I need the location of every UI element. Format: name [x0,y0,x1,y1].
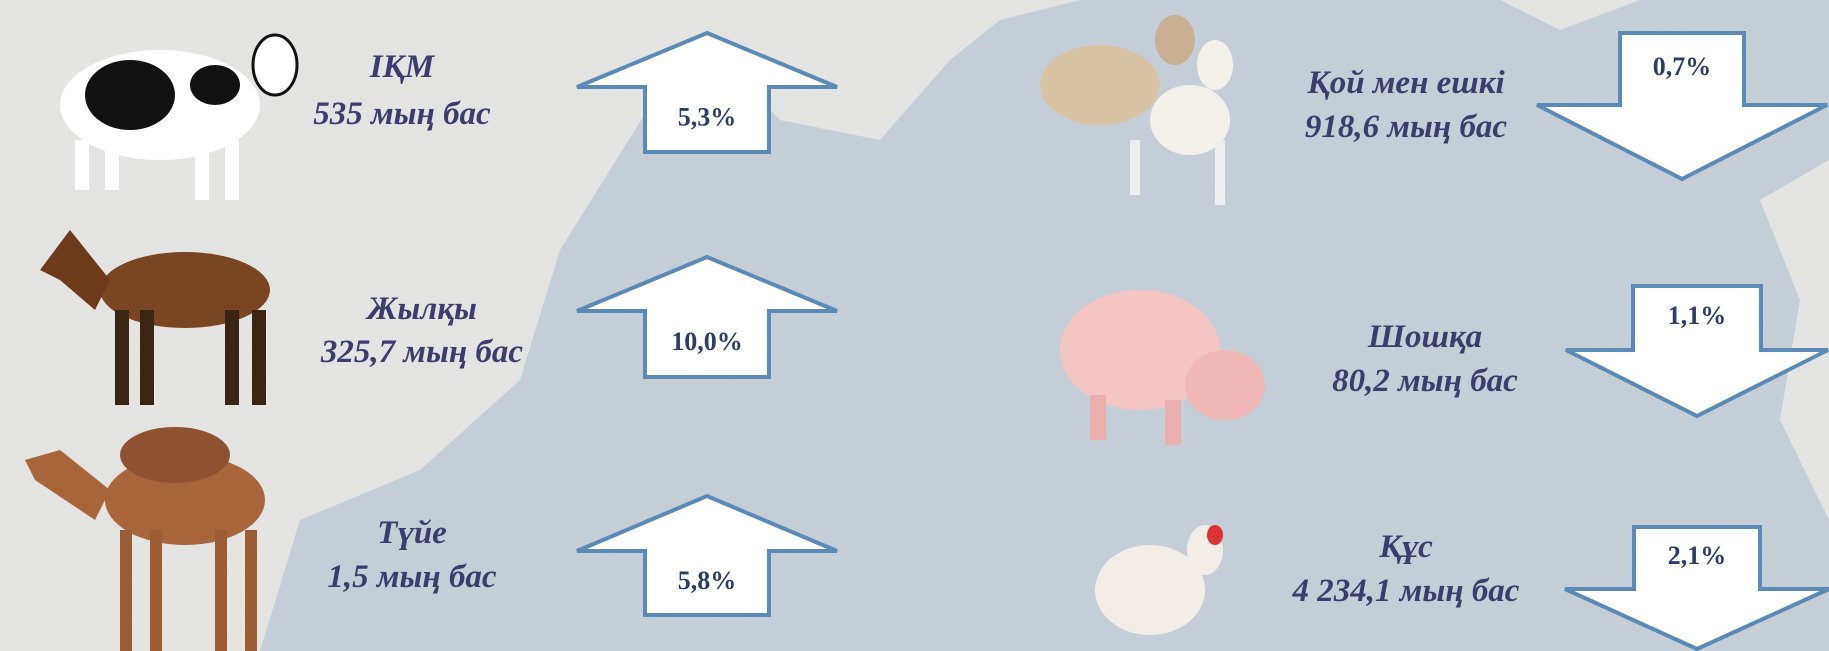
change-label: 5,8% [678,566,737,595]
change-label: 1,1% [1668,301,1727,330]
head-count: 4 234,1 мың бас [1292,573,1520,609]
animal-name: Шошқа [1367,319,1482,355]
up-arrow [576,254,838,379]
change-label: 5,3% [678,102,737,131]
change-label: 0,7% [1653,52,1712,81]
head-count: 1,5 мың бас [327,559,497,595]
up-arrow [576,30,838,154]
chicken [1095,525,1223,635]
change-label: 2,1% [1668,541,1727,570]
animal-name: Құс [1378,529,1433,565]
horse [40,230,270,405]
animal-name: Қой мен ешкі [1306,65,1505,101]
pig [1060,290,1265,445]
head-count: 80,2 мың бас [1332,363,1518,399]
up-arrow [576,493,838,617]
down-arrow [1565,284,1829,419]
sheep-goat [1040,15,1233,205]
change-label: 10,0% [671,327,743,356]
head-count: 535 мың бас [313,96,491,132]
camel [25,427,265,651]
cow [60,33,299,200]
animal-name: Жылқы [365,291,477,327]
animal-name: Түйе [377,515,447,551]
down-arrow [1564,525,1829,651]
animal-name: ІҚМ [369,49,436,85]
down-arrow [1536,31,1828,182]
head-count: 325,7 мың бас [320,334,524,370]
head-count: 918,6 мың бас [1305,109,1508,145]
